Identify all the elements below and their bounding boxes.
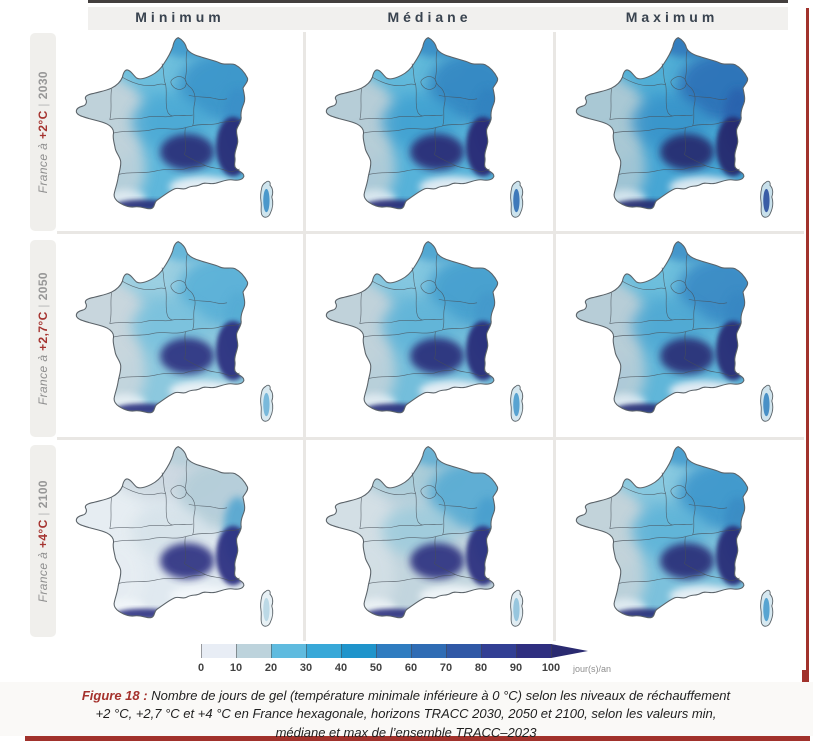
caption-background-band — [0, 682, 813, 736]
row-separator: | — [36, 300, 50, 312]
colorbar-segment — [376, 644, 411, 658]
map-2030-minimum — [57, 32, 303, 231]
colorbar-tick — [341, 644, 342, 658]
colorbar-tick-label: 50 — [369, 662, 383, 674]
france-map-image — [322, 441, 538, 640]
row-temp: +2°C — [36, 110, 50, 139]
colorbar-tick-label: 70 — [439, 662, 453, 674]
colorbar-tick-label: 100 — [541, 662, 561, 674]
colorbar-tick — [376, 644, 377, 658]
map-2030-mediane — [306, 32, 553, 231]
colorbar-unit-label: jour(s)/an — [573, 664, 612, 674]
map-2100-minimum — [57, 440, 303, 641]
column-header-mediane: Médiane — [387, 9, 472, 25]
map-2050-minimum — [57, 234, 303, 437]
france-map-image — [72, 236, 288, 435]
map-2050-maximum — [556, 234, 804, 437]
colorbar-tick-label: 10 — [229, 662, 243, 674]
row-temp: +2,7°C — [36, 311, 50, 351]
colorbar-tick-label: 40 — [334, 662, 348, 674]
row-prefix: France à — [36, 350, 50, 406]
row-label-2100-text: France à +4°C | 2100 — [36, 480, 50, 602]
france-map-image — [572, 32, 788, 231]
colorbar-tick-label: 60 — [404, 662, 418, 674]
colorbar-tick — [271, 644, 272, 658]
column-header-maximum: Maximum — [625, 9, 719, 25]
row-temp: +4°C — [36, 519, 50, 548]
colorbar-segment — [446, 644, 481, 658]
row-label-2050-text: France à +2,7°C | 2050 — [36, 272, 50, 405]
row-year: 2100 — [36, 479, 50, 509]
colorbar-tick-label: 20 — [264, 662, 278, 674]
colorbar-arrow — [551, 644, 588, 658]
colorbar-segment — [481, 644, 516, 658]
row-separator: | — [36, 508, 50, 520]
row-separator: | — [36, 99, 50, 111]
bottom-red-border — [25, 736, 810, 741]
colorbar-tick — [446, 644, 447, 658]
row-year: 2050 — [36, 271, 50, 301]
figure-caption: Figure 18 : Nombre de jours de gel (temp… — [76, 687, 736, 742]
colorbar-tick-label: 0 — [197, 662, 205, 674]
colorbar-segment — [236, 644, 271, 658]
colorbar-tick — [306, 644, 307, 658]
column-header-strip — [88, 7, 788, 30]
france-map-image — [72, 441, 288, 640]
colorbar-tick — [236, 644, 237, 658]
row-prefix: France à — [36, 547, 50, 603]
row-label-2050: France à +2,7°C | 2050 — [30, 240, 56, 437]
colorbar-gradient — [201, 644, 551, 658]
map-2100-maximum — [556, 440, 804, 641]
france-map-image — [322, 32, 538, 231]
figure-number-label: Figure 18 : — [81, 688, 148, 703]
row-year: 2030 — [36, 70, 50, 100]
colorbar-tick-label: 30 — [299, 662, 313, 674]
colorbar-segment — [306, 644, 341, 658]
colorbar-segment — [341, 644, 376, 658]
map-2030-maximum — [556, 32, 804, 231]
colorbar-segment — [516, 644, 551, 658]
row-prefix: France à — [36, 138, 50, 194]
colorbar-tick — [551, 644, 552, 658]
colorbar-tick — [481, 644, 482, 658]
colorbar-tick — [516, 644, 517, 658]
top-divider-line — [88, 0, 788, 3]
map-2050-mediane — [306, 234, 553, 437]
france-map-image — [322, 236, 538, 435]
colorbar-legend: jour(s)/an 0 10 20 30 40 50 60 70 80 90 100 — [198, 644, 631, 680]
column-header-minimum: Minimum — [135, 9, 225, 25]
colorbar-segment — [271, 644, 306, 658]
colorbar-segment — [411, 644, 446, 658]
row-label-2030: France à +2°C | 2030 — [30, 33, 56, 231]
right-red-border — [806, 8, 809, 736]
colorbar-segment — [201, 644, 236, 658]
france-map-image — [572, 441, 788, 640]
colorbar-tick-label: 90 — [509, 662, 523, 674]
row-label-2100: France à +4°C | 2100 — [30, 445, 56, 637]
map-2100-mediane — [306, 440, 553, 641]
france-map-image — [572, 236, 788, 435]
colorbar-tick — [411, 644, 412, 658]
map-grid — [57, 32, 804, 641]
figure-caption-text: Nombre de jours de gel (température mini… — [95, 688, 731, 740]
row-label-2030-text: France à +2°C | 2030 — [36, 71, 50, 193]
colorbar-tick-label: 80 — [474, 662, 488, 674]
france-map-image — [72, 32, 288, 231]
colorbar-tick — [201, 644, 202, 658]
